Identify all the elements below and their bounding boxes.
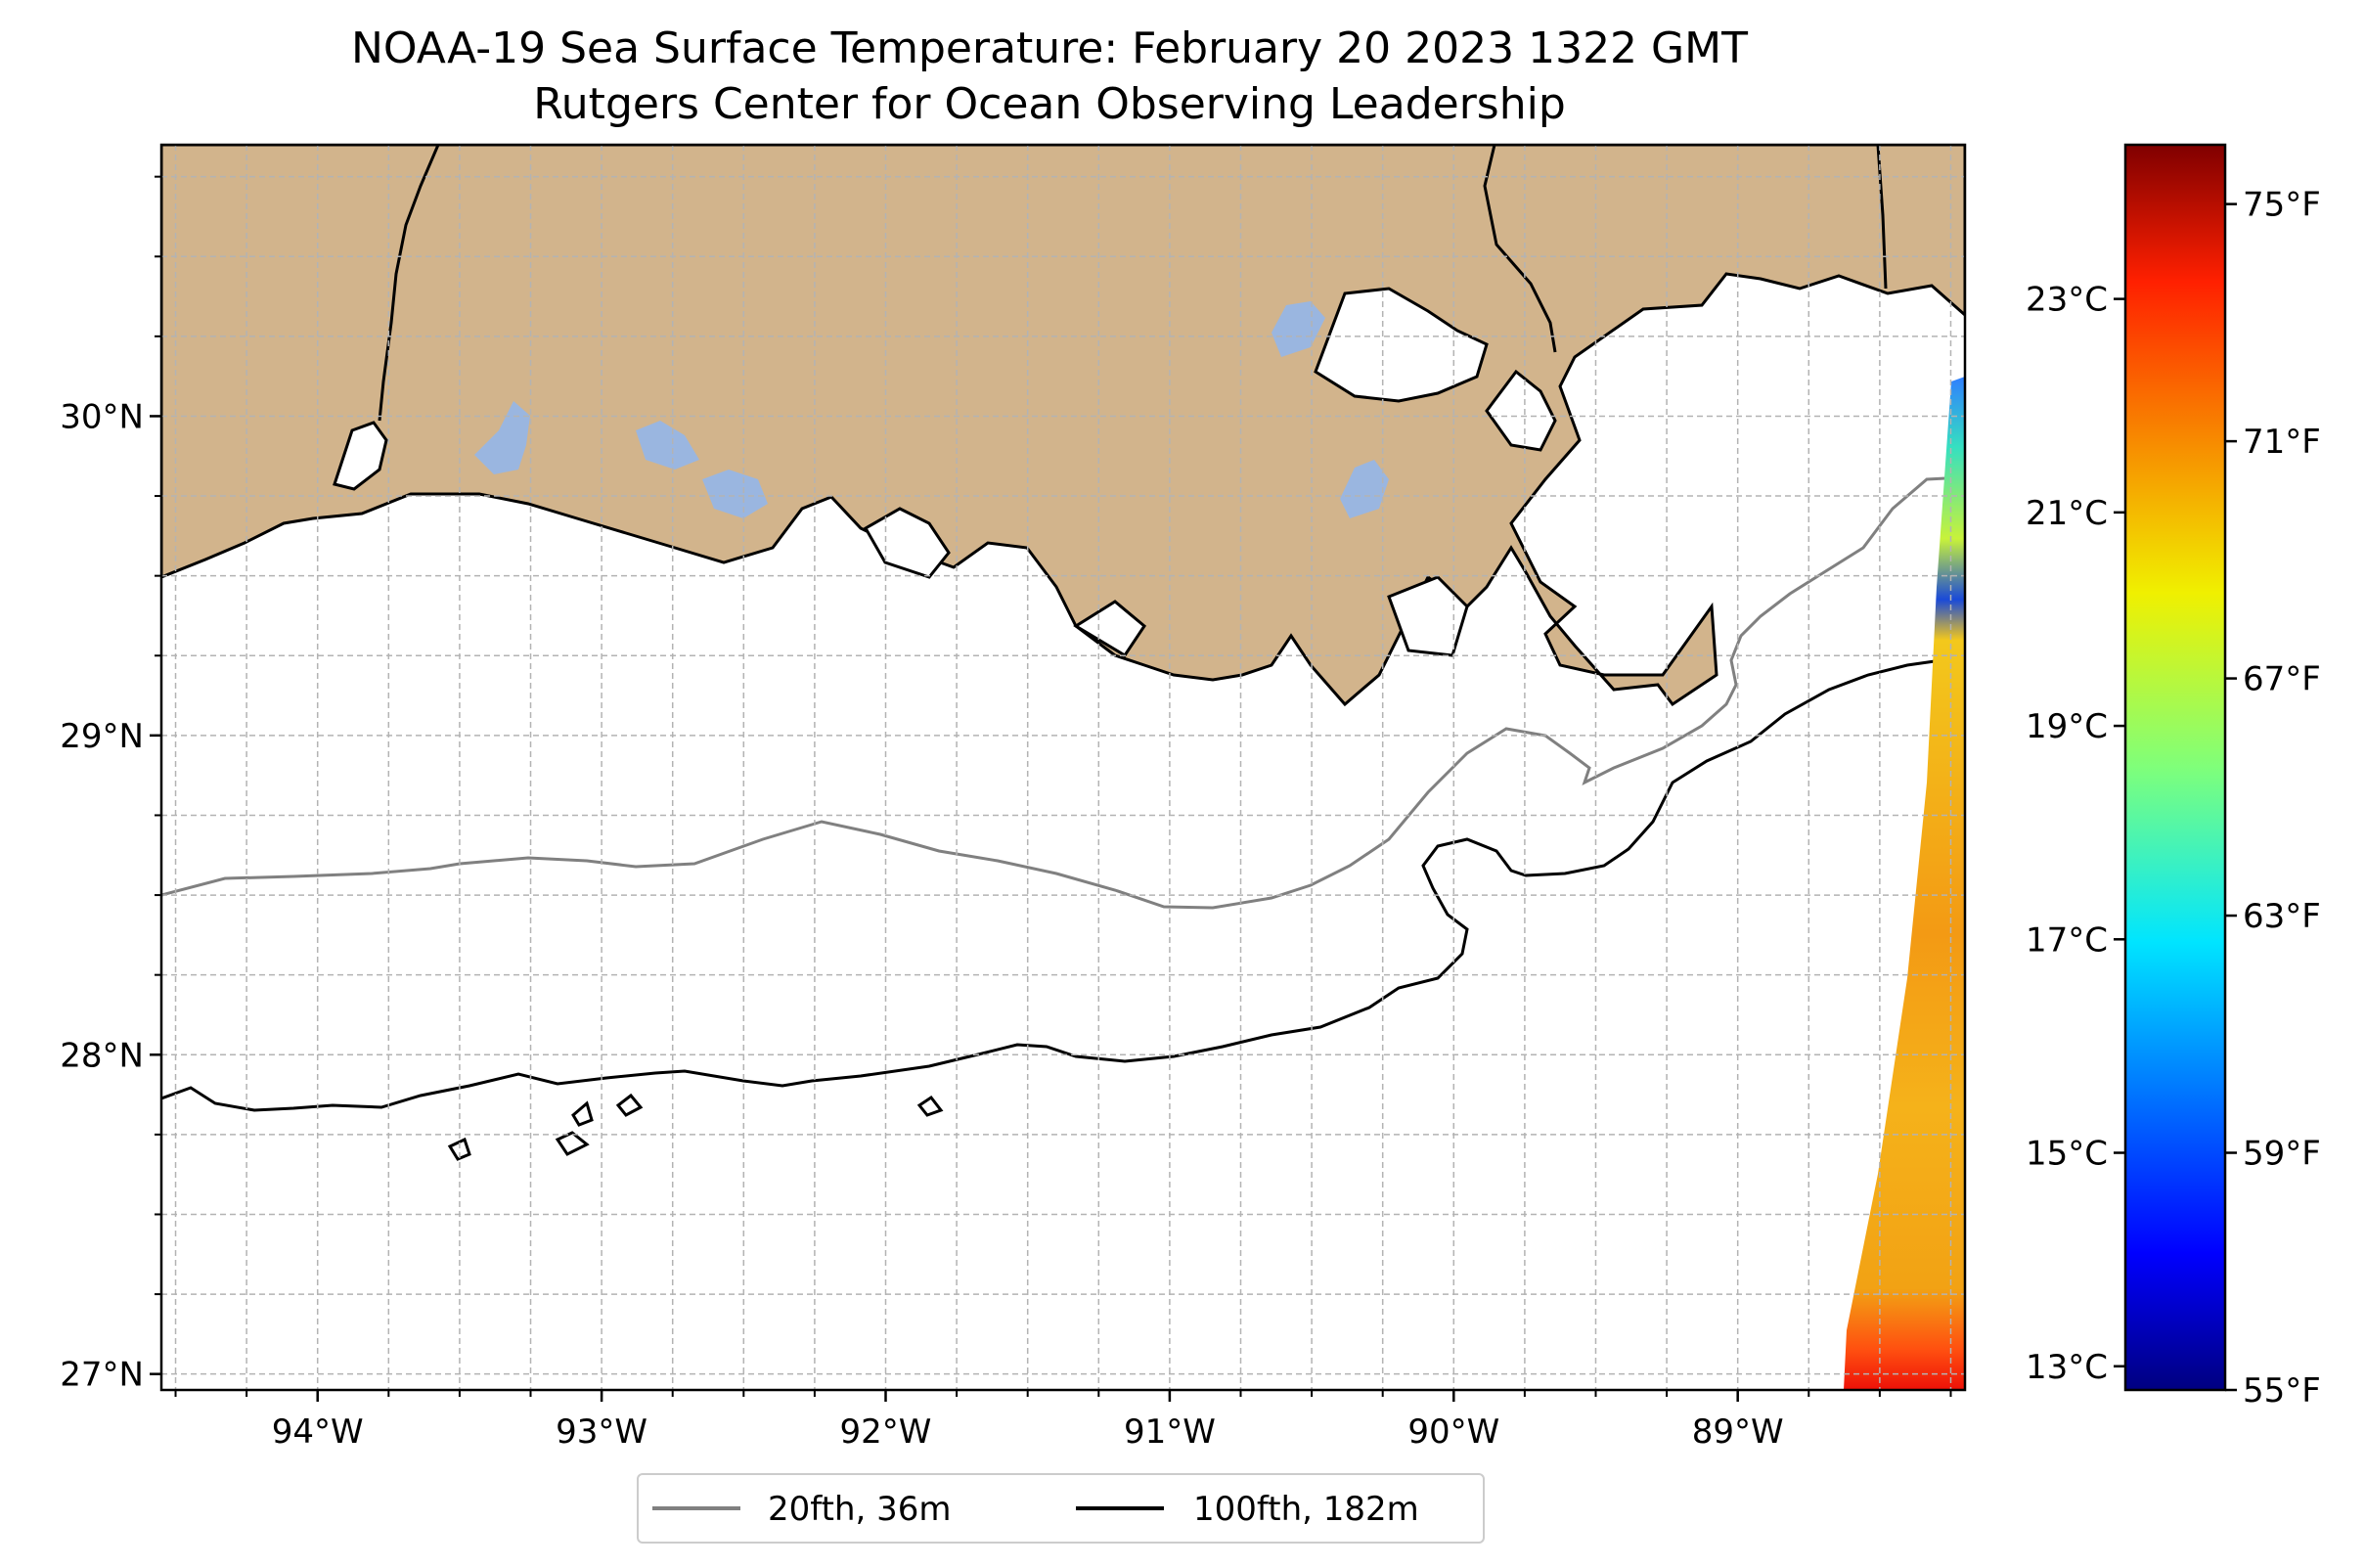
colorbar-fahrenheit-label: 67°F (2243, 660, 2321, 699)
offshore-bank-3 (916, 1095, 944, 1117)
x-tick-label: 93°W (556, 1412, 647, 1452)
colorbar-fahrenheit-label: 59°F (2243, 1135, 2321, 1174)
colorbar-fahrenheit-label: 71°F (2243, 423, 2321, 462)
colorbar: 23°C 21°C 19°C 17°C 15°C 13°C 75°F 71°F 67°F 63°… (2026, 143, 2321, 1411)
state-boundary-tx-la (378, 145, 440, 422)
figure-subtitle: Rutgers Center for Ocean Observing Leade… (533, 79, 1566, 129)
offshore-bank-1 (571, 1100, 594, 1127)
x-tick-label: 92°W (840, 1412, 932, 1452)
map-frame (159, 143, 1967, 1392)
colorbar-celsius-label: 13°C (2026, 1348, 2108, 1387)
barataria-bay (1387, 575, 1469, 657)
colorbar-frame (2123, 143, 2227, 1392)
map-panel: 94°W 93°W 92°W 91°W 90°W 89°W 30°N 29°N 28°N 27°… (60, 143, 1967, 1452)
lake-5 (1340, 460, 1389, 518)
colorbar-celsius-label: 23°C (2026, 281, 2108, 320)
lake-1 (474, 401, 530, 474)
colorbar-fahrenheit-axis: 75°F 71°F 67°F 63°F 59°F 55°F (2225, 186, 2321, 1411)
x-axis: 94°W 93°W 92°W 91°W 90°W 89°W (174, 1390, 1952, 1452)
map-gridlines (161, 145, 1965, 1390)
colorbar-fahrenheit-label: 75°F (2243, 186, 2321, 225)
colorbar-celsius-label: 21°C (2026, 494, 2108, 533)
legend-label-100fth: 100fth, 182m (1193, 1490, 1419, 1529)
colorbar-fahrenheit-label: 63°F (2243, 897, 2321, 936)
y-tick-label: 28°N (60, 1036, 144, 1075)
sst-swath (1844, 377, 1965, 1390)
y-axis: 30°N 29°N 28°N 27°N (60, 175, 161, 1395)
x-tick-label: 94°W (272, 1412, 364, 1452)
colorbar-celsius-label: 19°C (2026, 707, 2108, 746)
isobath-100fth (161, 653, 1965, 1112)
colorbar-gradient (2125, 145, 2225, 1390)
lake-borgne (1485, 369, 1557, 452)
x-tick-label: 89°W (1692, 1412, 1784, 1452)
lake-3 (702, 470, 768, 518)
legend: 20fth, 36m 100fth, 182m (637, 1473, 1485, 1544)
y-tick-label: 30°N (60, 397, 144, 436)
colorbar-celsius-label: 15°C (2026, 1135, 2108, 1174)
legend-label-20fth: 20fth, 36m (768, 1490, 952, 1529)
colorbar-celsius-axis: 23°C 21°C 19°C 17°C 15°C 13°C (2026, 281, 2125, 1387)
figure-title: NOAA-19 Sea Surface Temperature: Februar… (351, 23, 1748, 73)
calcasieu-lake-bay (333, 421, 388, 491)
lake-pontchartrain (1314, 287, 1489, 403)
x-tick-label: 90°W (1407, 1412, 1499, 1452)
x-tick-label: 91°W (1124, 1412, 1216, 1452)
offshore-bank-5 (447, 1137, 471, 1161)
legend-frame (637, 1473, 1485, 1544)
colorbar-celsius-label: 17°C (2026, 920, 2108, 960)
isobath-20fth (161, 475, 1965, 910)
colorbar-fahrenheit-label: 55°F (2243, 1371, 2321, 1411)
offshore-bank-2 (615, 1093, 644, 1117)
y-tick-label: 29°N (60, 717, 144, 756)
lake-2 (636, 421, 699, 470)
atchafalaya-bay (1073, 600, 1146, 658)
y-tick-label: 27°N (60, 1356, 144, 1395)
state-boundary-la-ms (1483, 145, 1557, 353)
